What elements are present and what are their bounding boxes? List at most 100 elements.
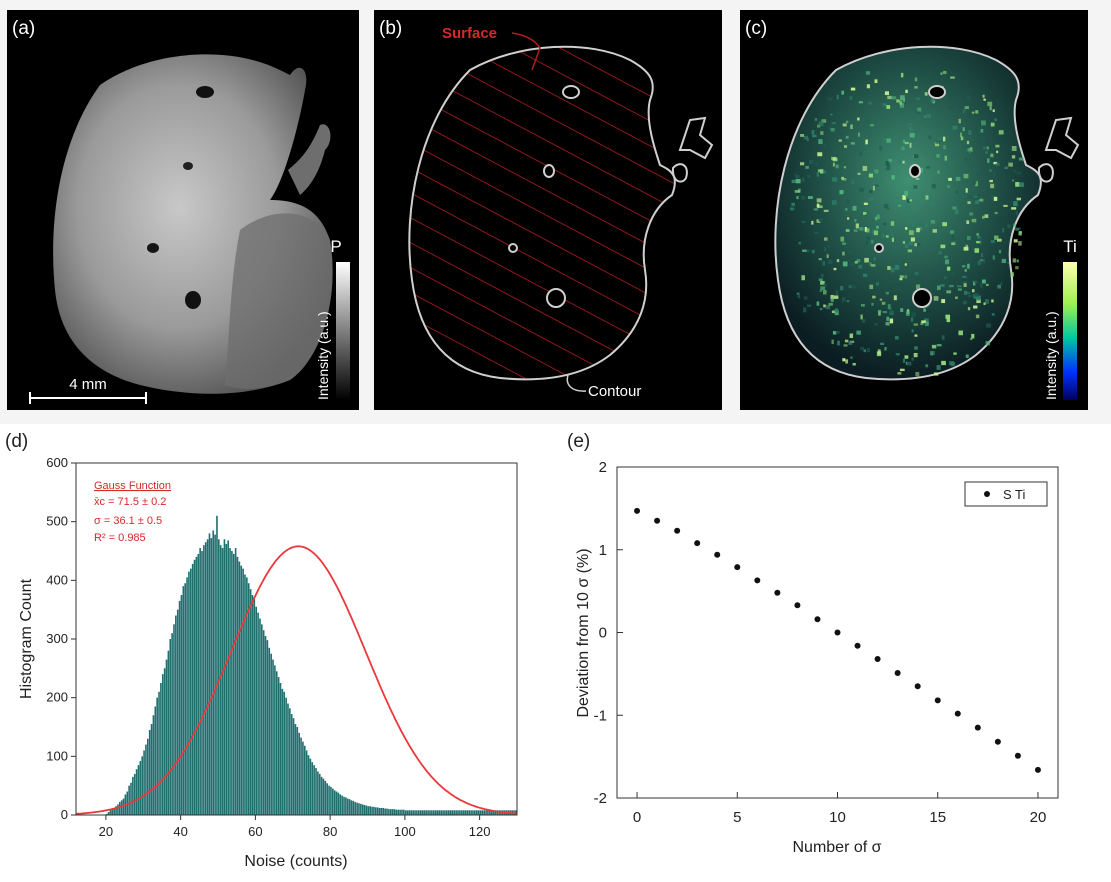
histogram-bar	[404, 810, 407, 815]
histogram-bar	[318, 773, 321, 815]
histogram-bar	[391, 809, 394, 815]
sample-contour-surface	[408, 45, 676, 381]
pore-contour	[543, 164, 555, 178]
histogram-bar	[298, 732, 300, 815]
scalebar-label: 4 mm	[69, 376, 107, 393]
histogram-bar	[474, 810, 476, 815]
histogram-bar	[427, 810, 429, 815]
histogram-bar	[163, 668, 166, 815]
histogram-bar	[488, 810, 491, 815]
histogram-bar	[189, 568, 192, 815]
histogram-bar	[444, 810, 446, 815]
histogram-bar	[445, 810, 448, 815]
pore-contour	[508, 243, 518, 253]
histogram-bar	[483, 810, 485, 815]
histogram-bar	[403, 809, 405, 815]
histogram-bar	[490, 810, 493, 815]
pore-contour	[562, 85, 580, 99]
histogram-bar	[227, 540, 229, 815]
scatter-point	[754, 577, 761, 584]
histogram-bar	[156, 697, 158, 815]
fit-xc: x̄c = 71.5 ± 0.2	[94, 496, 166, 508]
histogram-bar	[397, 809, 400, 815]
panel-a: (a) P Intensity (a.u.) 4 mm	[7, 10, 359, 410]
histogram-bar	[330, 786, 332, 815]
scatter-points	[634, 507, 1041, 773]
histogram-bar	[376, 807, 379, 815]
fragment-contour	[1037, 163, 1054, 183]
histogram-bar	[212, 530, 215, 815]
histogram-bar	[309, 758, 312, 815]
y-tick-label: 300	[46, 631, 68, 646]
histogram-bar	[317, 771, 319, 815]
histogram-bar	[341, 795, 343, 815]
histogram-bar	[274, 665, 276, 815]
panel-e-label: (e)	[567, 431, 590, 452]
surface-pointer	[511, 32, 541, 71]
histogram-bar	[440, 810, 443, 815]
histogram-bar	[262, 630, 265, 815]
legend-box	[964, 481, 1048, 507]
histogram-bar	[487, 810, 489, 815]
scatter-point	[794, 602, 801, 609]
histogram-bar	[303, 745, 306, 815]
y-tick-label: 600	[46, 455, 68, 470]
histogram-bar	[315, 768, 317, 815]
scatter-point	[714, 551, 721, 558]
ti-colorbar	[1063, 262, 1077, 400]
scatter-point	[674, 527, 681, 534]
histogram-bar	[449, 810, 452, 815]
histogram-bar	[406, 810, 409, 815]
contour-pointer	[566, 374, 587, 392]
pore-contour	[928, 85, 946, 99]
histogram-bar	[345, 797, 347, 815]
histogram-bar	[208, 533, 211, 815]
histogram-bar	[147, 738, 149, 815]
histogram-bar	[492, 810, 495, 815]
histogram-bar	[225, 543, 228, 815]
histogram-bar	[231, 551, 233, 815]
scatter-point	[694, 540, 701, 547]
histogram-bar	[414, 810, 416, 815]
histogram-bar	[496, 810, 499, 815]
histogram-bar	[371, 806, 373, 815]
histogram-bar	[322, 778, 325, 815]
scatter-point	[914, 683, 921, 690]
histogram-bar	[199, 548, 201, 815]
histogram-bar	[193, 559, 196, 815]
histogram-bar	[203, 545, 205, 815]
histogram-bar	[290, 714, 293, 815]
histogram-bar	[352, 800, 355, 815]
histogram-bar	[470, 810, 472, 815]
x-tick-label: 100	[394, 824, 416, 839]
histogram-bar	[373, 806, 375, 815]
histogram-bar	[188, 571, 190, 815]
histogram-bar	[145, 744, 147, 815]
histogram-bar	[462, 810, 465, 815]
histogram-bar	[477, 810, 480, 815]
y-tick-label: 2	[599, 459, 607, 476]
histogram-bar	[459, 810, 461, 815]
histogram-bar	[395, 809, 398, 815]
histogram-bar	[494, 810, 497, 815]
histogram-bar	[128, 785, 130, 815]
histogram-bar	[253, 599, 256, 815]
histogram-bar	[429, 810, 431, 815]
histogram-bar	[154, 706, 157, 815]
pore-contour	[912, 288, 932, 308]
histogram-bar	[348, 799, 351, 815]
fit-sigma: σ = 36.1 ± 0.5	[94, 515, 162, 527]
histogram-bar	[234, 548, 237, 815]
histogram-bar	[105, 813, 108, 815]
histogram-bar	[447, 810, 450, 815]
histogram-bar	[328, 785, 330, 815]
sample-pore	[147, 243, 159, 253]
histogram-bar	[182, 586, 185, 815]
scatter-point	[954, 710, 961, 717]
scatter-y-label: Deviation from 10 σ (%)	[575, 548, 592, 717]
histogram-bar	[367, 806, 370, 815]
histogram-bar	[115, 806, 117, 815]
histogram-bar	[118, 802, 121, 815]
histogram-bar	[464, 810, 467, 815]
histogram-bar	[238, 561, 241, 815]
